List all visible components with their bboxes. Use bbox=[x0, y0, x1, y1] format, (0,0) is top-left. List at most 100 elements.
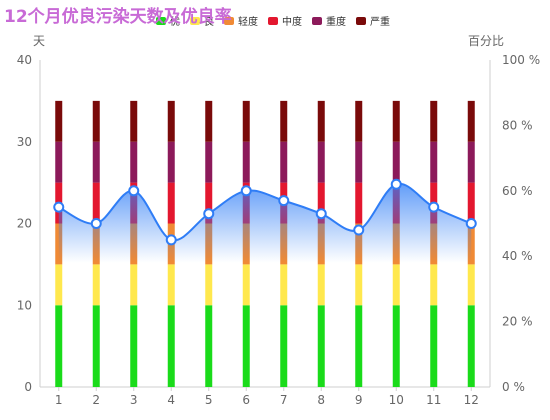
x-tick-label: 4 bbox=[167, 393, 175, 407]
bar-segment bbox=[392, 264, 400, 306]
rate-point bbox=[278, 195, 290, 207]
right-tick-label: 0 % bbox=[502, 380, 525, 394]
legend-label: 重度 bbox=[326, 17, 346, 28]
bar-segment bbox=[430, 305, 438, 387]
bar-segment bbox=[92, 264, 100, 306]
bar-segment bbox=[392, 141, 400, 183]
legend-label: 优 bbox=[170, 17, 180, 28]
bar-segment bbox=[167, 264, 175, 306]
bar-segment bbox=[167, 305, 175, 387]
bar-segment bbox=[430, 100, 438, 142]
bar-segment bbox=[280, 305, 288, 387]
legend-swatch bbox=[224, 16, 234, 25]
rate-point bbox=[465, 218, 477, 229]
right-tick-label: 60 % bbox=[502, 184, 533, 198]
x-tick-label: 3 bbox=[130, 393, 138, 407]
rate-point bbox=[90, 218, 102, 229]
legend-item[interactable]: 轻度 bbox=[224, 13, 258, 28]
left-tick-label: 30 bbox=[17, 135, 32, 149]
legend-item[interactable]: 中度 bbox=[268, 13, 302, 28]
right-tick-label: 80 % bbox=[502, 118, 533, 132]
bar-segment bbox=[55, 100, 63, 142]
right-axis-unit: 百分比 bbox=[468, 34, 505, 48]
bar-segment bbox=[355, 264, 363, 306]
bar-segment bbox=[317, 264, 325, 306]
bar-segment bbox=[467, 305, 475, 387]
x-tick-label: 1 bbox=[55, 393, 63, 407]
x-tick-label: 11 bbox=[426, 393, 441, 407]
legend-swatch bbox=[156, 16, 166, 25]
rate-point bbox=[128, 185, 140, 197]
bar-segment bbox=[430, 141, 438, 183]
bar-segment bbox=[167, 100, 175, 142]
bar-segment bbox=[430, 264, 438, 306]
right-tick-label: 20 % bbox=[502, 315, 533, 329]
bar-segment bbox=[355, 305, 363, 387]
bar-segment bbox=[280, 100, 288, 142]
bar-segment bbox=[205, 100, 213, 142]
bar-segment bbox=[130, 100, 138, 142]
bar-segment bbox=[92, 141, 100, 183]
bar-segment bbox=[355, 100, 363, 142]
bar-segment bbox=[392, 305, 400, 387]
left-tick-label: 20 bbox=[17, 217, 32, 231]
bar-segment bbox=[55, 305, 63, 387]
bar-segment bbox=[167, 182, 175, 224]
bar-segment bbox=[467, 264, 475, 306]
rate-point bbox=[428, 201, 440, 213]
bar-segment bbox=[55, 141, 63, 183]
legend-label: 良 bbox=[204, 17, 214, 28]
left-tick-label: 0 bbox=[24, 380, 32, 394]
legend-label: 严重 bbox=[370, 17, 390, 28]
bar-segment bbox=[317, 182, 325, 224]
rate-point bbox=[315, 208, 327, 220]
rate-point bbox=[53, 201, 65, 213]
legend-item[interactable]: 严重 bbox=[356, 13, 390, 28]
x-tick-label: 12 bbox=[464, 393, 479, 407]
legend-swatch bbox=[312, 16, 322, 25]
legend-label: 中度 bbox=[282, 17, 302, 28]
x-tick-label: 5 bbox=[205, 393, 213, 407]
bar-segment bbox=[355, 182, 363, 224]
legend-item[interactable]: 良 bbox=[190, 13, 214, 28]
legend-label: 轻度 bbox=[238, 17, 258, 28]
legend: 优 良 轻度 中度 重度 严重 bbox=[156, 13, 390, 28]
left-tick-label: 10 bbox=[17, 298, 32, 312]
bar-segment bbox=[242, 264, 250, 306]
bar-segment bbox=[130, 264, 138, 306]
legend-swatch bbox=[268, 16, 278, 25]
rate-point bbox=[390, 178, 402, 190]
bar-segment bbox=[92, 100, 100, 142]
legend-swatch bbox=[356, 16, 366, 25]
x-tick-label: 8 bbox=[317, 393, 325, 407]
bar-segment bbox=[130, 305, 138, 387]
legend-swatch bbox=[190, 16, 200, 25]
bar-segment bbox=[205, 305, 213, 387]
legend-item[interactable]: 重度 bbox=[312, 13, 346, 28]
left-tick-label: 40 bbox=[17, 53, 32, 67]
bar-segment bbox=[205, 182, 213, 224]
bar-segment bbox=[130, 141, 138, 183]
right-tick-label: 100 % bbox=[502, 53, 540, 67]
bar-segment bbox=[355, 141, 363, 183]
rate-point bbox=[353, 224, 365, 236]
bar-segment bbox=[467, 100, 475, 142]
x-tick-label: 9 bbox=[355, 393, 363, 407]
bar-segment bbox=[467, 141, 475, 183]
bar-segment bbox=[280, 141, 288, 183]
x-tick-label: 10 bbox=[389, 393, 404, 407]
rate-point bbox=[240, 185, 252, 197]
rate-point bbox=[165, 234, 177, 246]
bar-segment bbox=[205, 264, 213, 306]
bar-segment bbox=[317, 100, 325, 142]
bar-segment bbox=[467, 182, 475, 224]
bar-segment bbox=[92, 305, 100, 387]
bar-segment bbox=[242, 141, 250, 183]
bar-segment bbox=[317, 305, 325, 387]
bar-segment bbox=[242, 305, 250, 387]
bar-segment bbox=[242, 100, 250, 142]
right-tick-label: 40 % bbox=[502, 249, 533, 263]
legend-item[interactable]: 优 bbox=[156, 13, 180, 28]
rate-area bbox=[58, 183, 472, 263]
